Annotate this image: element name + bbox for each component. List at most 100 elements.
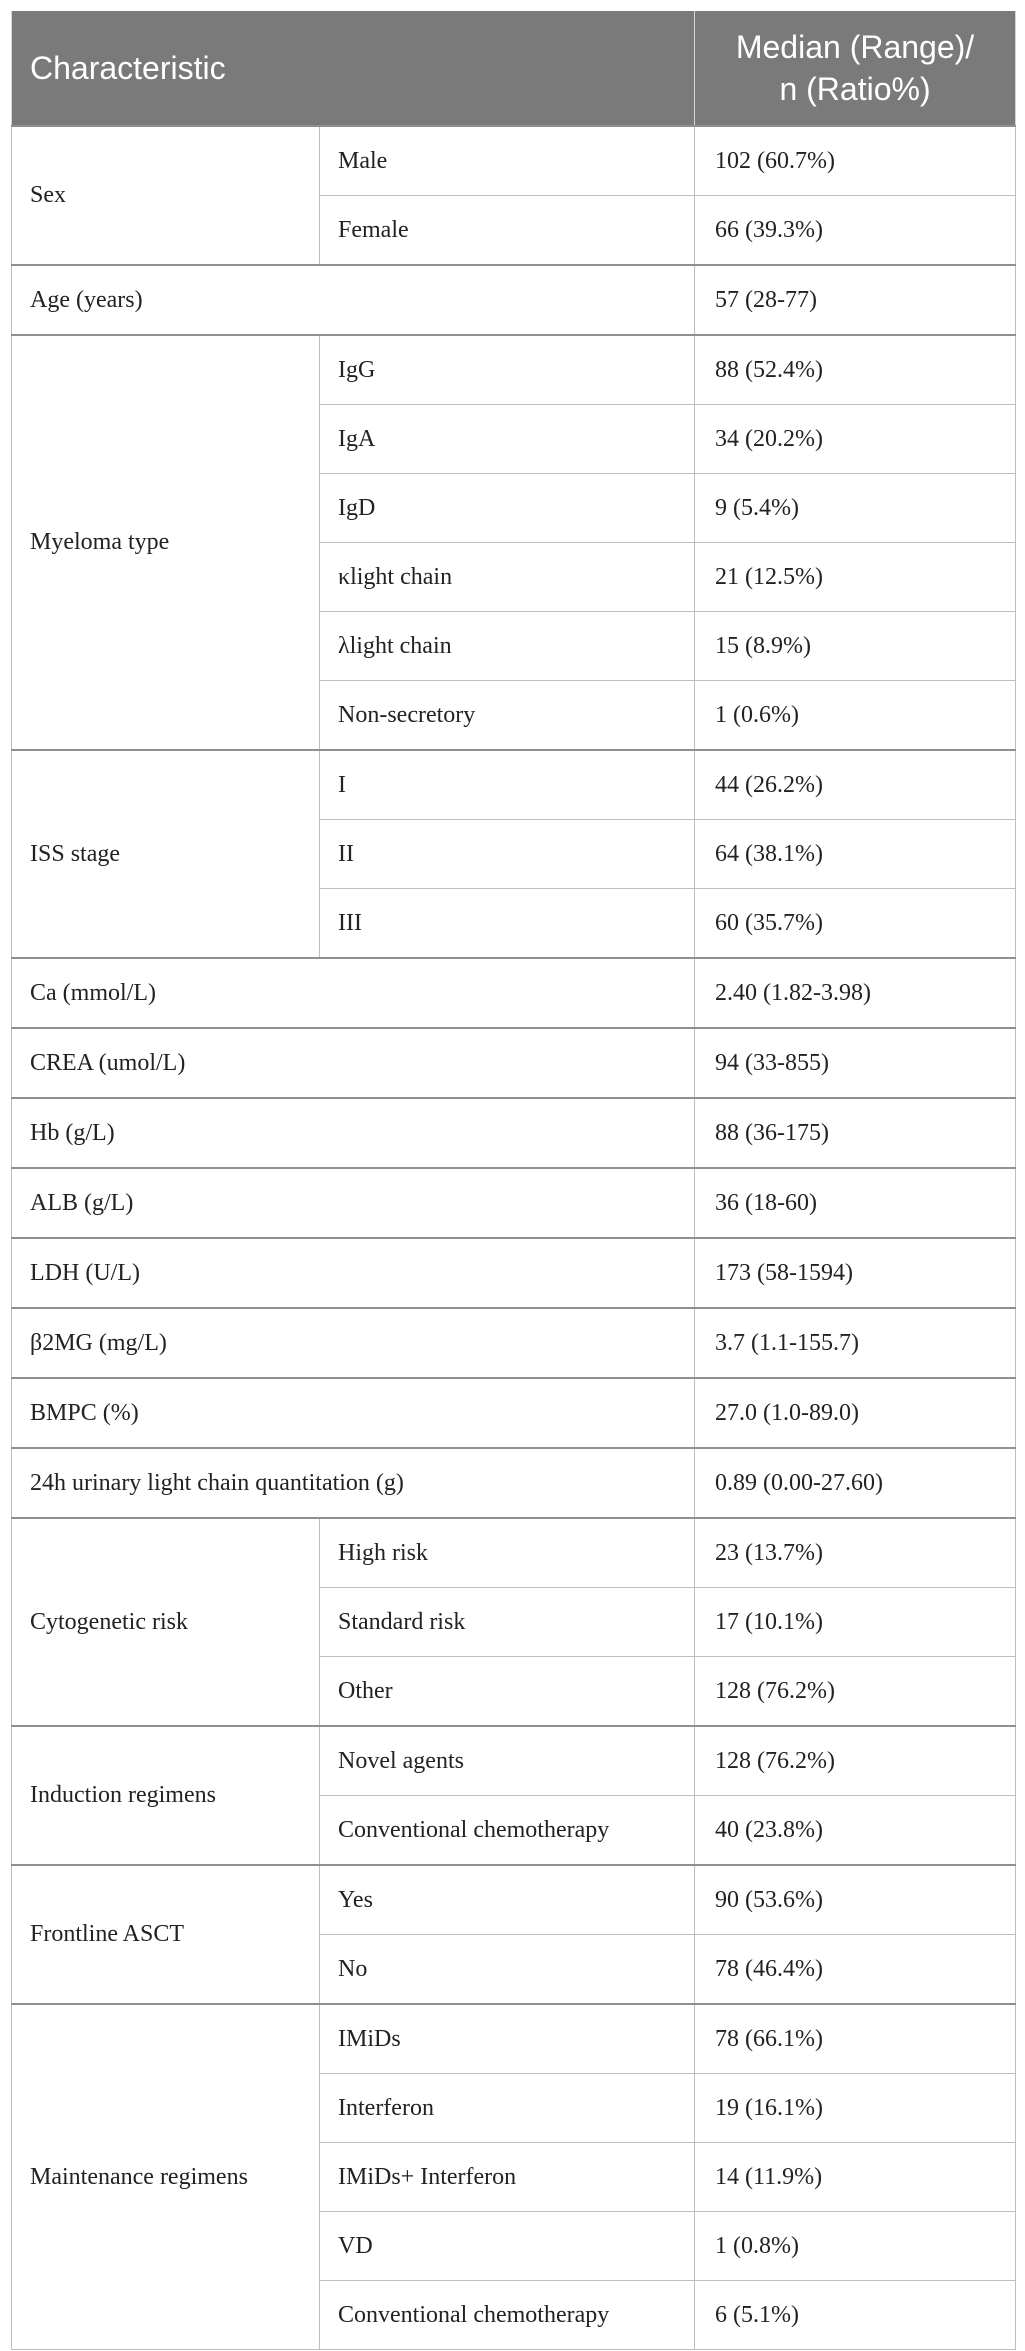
value-cell: 6 (5.1%) bbox=[694, 2280, 1017, 2350]
table-row: Frontline ASCT Yes 90 (53.6%) bbox=[11, 1864, 1017, 2005]
header-value: Median (Range)/ n (Ratio%) bbox=[694, 11, 1017, 126]
table-row: Sex Male 102 (60.7%) bbox=[11, 125, 1017, 266]
table-row: III 60 (35.7%) bbox=[12, 888, 1017, 959]
table-row: IMiDs+ Interferon 14 (11.9%) bbox=[12, 2142, 1017, 2212]
characteristic-label: BMPC (%) bbox=[10, 1377, 696, 1449]
subcategory-label: IgG bbox=[318, 334, 696, 405]
group-label: Sex bbox=[11, 125, 320, 266]
value-cell: 19 (16.1%) bbox=[694, 2073, 1017, 2143]
table-row: Interferon 19 (16.1%) bbox=[12, 2073, 1017, 2143]
group-label: Induction regimens bbox=[11, 1725, 320, 1866]
table-row: VD 1 (0.8%) bbox=[12, 2211, 1017, 2281]
table-row: No 78 (46.4%) bbox=[12, 1934, 1017, 2005]
subcategory-label: IMiDs bbox=[318, 2003, 696, 2074]
subcategory-label: Conventional chemotherapy bbox=[318, 2280, 696, 2350]
table-row: ISS stage I 44 (26.2%) bbox=[11, 749, 1017, 959]
table-row: Conventional chemotherapy 40 (23.8%) bbox=[12, 1795, 1017, 1866]
subcategory-label: Interferon bbox=[318, 2073, 696, 2143]
table-row: Cytogenetic risk High risk 23 (13.7%) bbox=[11, 1517, 1017, 1727]
subcategory-label: High risk bbox=[318, 1517, 696, 1588]
table-row: Induction regimens Novel agents 128 (76.2%… bbox=[11, 1725, 1017, 1866]
subcategory-label: Standard risk bbox=[318, 1587, 696, 1657]
table-header-row: Characteristic Median (Range)/ n (Ratio%… bbox=[10, 11, 1017, 126]
table-row: IgD 9 (5.4%) bbox=[12, 473, 1017, 543]
value-cell: 15 (8.9%) bbox=[694, 611, 1017, 681]
table-row: CREA (umol/L) 94 (33-855) bbox=[10, 1027, 1017, 1099]
value-cell: 44 (26.2%) bbox=[694, 749, 1017, 820]
subcategory-label: Female bbox=[318, 195, 696, 266]
value-cell: 94 (33-855) bbox=[694, 1027, 1017, 1099]
table-row: BMPC (%) 27.0 (1.0-89.0) bbox=[10, 1377, 1017, 1449]
table-row: λlight chain 15 (8.9%) bbox=[12, 611, 1017, 681]
value-cell: 173 (58-1594) bbox=[694, 1237, 1017, 1309]
value-cell: 64 (38.1%) bbox=[694, 819, 1017, 889]
value-cell: 128 (76.2%) bbox=[694, 1725, 1017, 1796]
table-body: Sex Male 102 (60.7%) Female 66 (39.3%) Age (y… bbox=[10, 125, 1017, 2350]
subcategory-label: VD bbox=[318, 2211, 696, 2281]
table-row: β2MG (mg/L) 3.7 (1.1-155.7) bbox=[10, 1307, 1017, 1379]
table-row: Female 66 (39.3%) bbox=[12, 195, 1017, 266]
table-row: Age (years) 57 (28-77) bbox=[10, 264, 1017, 336]
group-label: ISS stage bbox=[11, 749, 320, 959]
subcategory-label: Novel agents bbox=[318, 1725, 696, 1796]
value-cell: 1 (0.8%) bbox=[694, 2211, 1017, 2281]
value-cell: 40 (23.8%) bbox=[694, 1795, 1017, 1866]
subcategory-label: No bbox=[318, 1934, 696, 2005]
group-label: Frontline ASCT bbox=[11, 1864, 320, 2005]
table-row: Conventional chemotherapy 6 (5.1%) bbox=[12, 2280, 1017, 2350]
table-row: Maintenance regimens IMiDs 78 (66.1%) bbox=[11, 2003, 1017, 2350]
table-row: LDH (U/L) 173 (58-1594) bbox=[10, 1237, 1017, 1309]
value-cell: 0.89 (0.00-27.60) bbox=[694, 1447, 1017, 1519]
table-row: Non-secretory 1 (0.6%) bbox=[12, 680, 1017, 751]
characteristic-label: LDH (U/L) bbox=[10, 1237, 696, 1309]
group-label: Cytogenetic risk bbox=[11, 1517, 320, 1727]
table-row: Standard risk 17 (10.1%) bbox=[12, 1587, 1017, 1657]
subcategory-label: Yes bbox=[318, 1864, 696, 1935]
value-cell: 14 (11.9%) bbox=[694, 2142, 1017, 2212]
header-value-line2: n (Ratio%) bbox=[779, 71, 931, 107]
header-characteristic: Characteristic bbox=[10, 11, 696, 126]
value-cell: 128 (76.2%) bbox=[694, 1656, 1017, 1727]
value-cell: 88 (52.4%) bbox=[694, 334, 1017, 405]
value-cell: 21 (12.5%) bbox=[694, 542, 1017, 612]
value-cell: 27.0 (1.0-89.0) bbox=[694, 1377, 1017, 1449]
group-label: Myeloma type bbox=[11, 334, 320, 751]
subcategory-label: κlight chain bbox=[318, 542, 696, 612]
value-cell: 1 (0.6%) bbox=[694, 680, 1017, 751]
value-cell: 9 (5.4%) bbox=[694, 473, 1017, 543]
characteristic-label: Age (years) bbox=[10, 264, 696, 336]
characteristic-label: ALB (g/L) bbox=[10, 1167, 696, 1239]
subcategory-label: Male bbox=[318, 125, 696, 196]
value-cell: 78 (46.4%) bbox=[694, 1934, 1017, 2005]
table-row: Myeloma type IgG 88 (52.4%) bbox=[11, 334, 1017, 751]
characteristic-label: CREA (umol/L) bbox=[10, 1027, 696, 1099]
value-cell: 102 (60.7%) bbox=[694, 125, 1017, 196]
value-cell: 2.40 (1.82-3.98) bbox=[694, 957, 1017, 1029]
table-row: ALB (g/L) 36 (18-60) bbox=[10, 1167, 1017, 1239]
value-cell: 90 (53.6%) bbox=[694, 1864, 1017, 1935]
value-cell: 57 (28-77) bbox=[694, 264, 1017, 336]
value-cell: 36 (18-60) bbox=[694, 1167, 1017, 1239]
subcategory-label: I bbox=[318, 749, 696, 820]
table-row: II 64 (38.1%) bbox=[12, 819, 1017, 889]
characteristic-label: β2MG (mg/L) bbox=[10, 1307, 696, 1379]
value-cell: 3.7 (1.1-155.7) bbox=[694, 1307, 1017, 1379]
table-row: Other 128 (76.2%) bbox=[12, 1656, 1017, 1727]
subcategory-label: Conventional chemotherapy bbox=[318, 1795, 696, 1866]
value-cell: 78 (66.1%) bbox=[694, 2003, 1017, 2074]
table-row: 24h urinary light chain quantitation (g)… bbox=[10, 1447, 1017, 1519]
subcategory-label: Other bbox=[318, 1656, 696, 1727]
characteristic-label: Hb (g/L) bbox=[10, 1097, 696, 1169]
subcategory-label: III bbox=[318, 888, 696, 959]
value-cell: 17 (10.1%) bbox=[694, 1587, 1017, 1657]
subcategory-label: Non-secretory bbox=[318, 680, 696, 751]
value-cell: 34 (20.2%) bbox=[694, 404, 1017, 474]
subcategory-label: λlight chain bbox=[318, 611, 696, 681]
value-cell: 60 (35.7%) bbox=[694, 888, 1017, 959]
subcategory-label: IgD bbox=[318, 473, 696, 543]
value-cell: 23 (13.7%) bbox=[694, 1517, 1017, 1588]
subcategory-label: IgA bbox=[318, 404, 696, 474]
subcategory-label: IMiDs+ Interferon bbox=[318, 2142, 696, 2212]
characteristic-label: 24h urinary light chain quantitation (g) bbox=[10, 1447, 696, 1519]
characteristics-table: Characteristic Median (Range)/ n (Ratio%… bbox=[10, 11, 1017, 2350]
